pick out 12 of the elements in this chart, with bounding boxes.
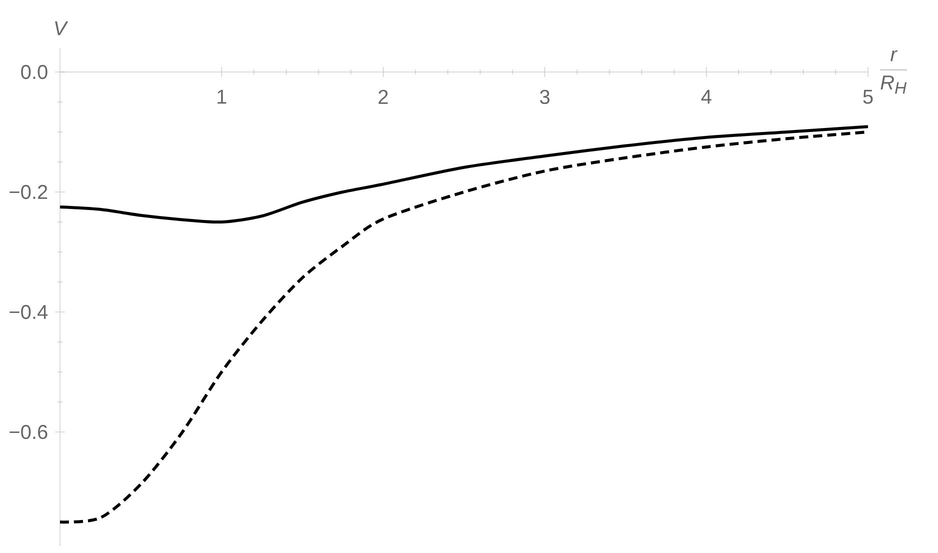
y-axis-title: $V$ bbox=[55, 21, 68, 36]
y-tick-label: −0.6 bbox=[10, 424, 48, 440]
x-tick-label: 4 bbox=[701, 90, 712, 104]
y-tick-label: −0.4 bbox=[10, 304, 48, 320]
x-tick-label: 3 bbox=[540, 90, 550, 104]
y-tick-label: 0.0 bbox=[21, 64, 48, 80]
x-axis-title: $\frac{r}{R_H}$ bbox=[880, 50, 908, 94]
x-tick-label: 1 bbox=[218, 90, 226, 104]
line-series bbox=[58, 125, 870, 224]
x-tick-label: 2 bbox=[378, 90, 388, 104]
y-tick-label: −0.2 bbox=[10, 184, 48, 200]
x-tick-label: 5 bbox=[863, 90, 873, 104]
